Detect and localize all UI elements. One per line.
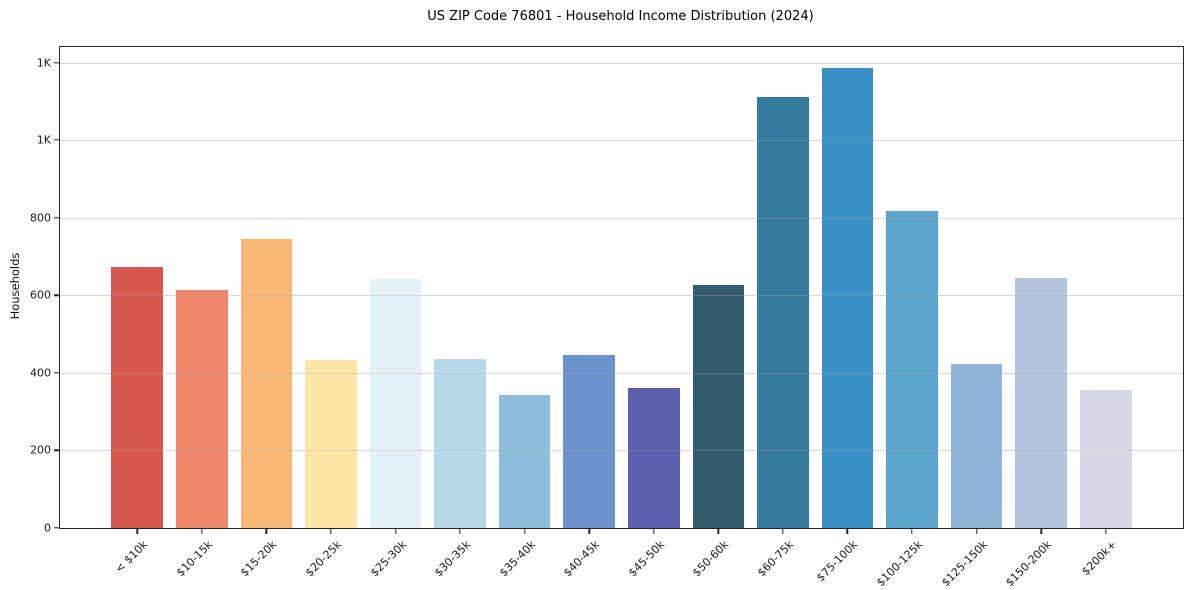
x-tick-mark — [911, 529, 913, 534]
x-tick-mark — [201, 529, 203, 534]
bar-slot — [363, 47, 428, 528]
bar — [498, 395, 551, 528]
bar — [950, 363, 1003, 528]
plot-area: 0 200 400 600 800 1K 1K < $10k $10-15k $15-20k $2… — [30, 46, 1184, 589]
y-tick-label: 600 — [30, 288, 51, 302]
x-tick-label: $45-50k — [625, 538, 667, 580]
y-tick-label: 1K — [36, 133, 51, 147]
bar — [111, 267, 164, 528]
bar-slot — [1009, 47, 1074, 528]
y-tick-label: 800 — [30, 211, 51, 225]
y-axis-label: Households — [8, 252, 22, 320]
x-tick-mark — [782, 529, 784, 534]
bar-slot — [686, 47, 751, 528]
bar-slot — [622, 47, 687, 528]
y-tick-label: 0 — [44, 521, 51, 535]
bar — [821, 67, 874, 528]
bar — [1079, 390, 1132, 528]
bars-layer — [60, 47, 1183, 528]
y-tick-label: 200 — [30, 443, 51, 457]
x-tick-mark — [653, 529, 655, 534]
x-tick-mark — [717, 529, 720, 534]
gridline-overlay — [60, 217, 1183, 219]
bar — [369, 279, 422, 528]
bar — [627, 387, 680, 528]
x-tick-label: $60-75k — [754, 538, 797, 580]
bar — [1015, 278, 1067, 528]
x-tick-mark — [1105, 529, 1107, 534]
bar — [692, 285, 745, 528]
y-tick-label: 1K — [36, 56, 51, 70]
y-tick-mark — [54, 294, 59, 296]
bar-slot — [234, 47, 299, 528]
x-tick-label: $30-35k — [432, 538, 474, 580]
bar-slot — [815, 47, 880, 528]
bar-slot — [492, 47, 557, 528]
x-tick-label: $125-150k — [938, 538, 990, 590]
x-tick-mark — [846, 529, 849, 534]
x-tick-label: $75-100k — [814, 538, 861, 585]
y-tick-mark — [54, 527, 59, 529]
bar-slot — [105, 47, 170, 528]
x-tick-label: $10-15k — [173, 538, 216, 580]
y-tick-mark — [54, 372, 59, 374]
x-tick-label: $25-30k — [367, 538, 409, 580]
gridline-overlay — [60, 62, 1183, 64]
x-tick-label: $100-125k — [874, 538, 926, 590]
bar — [176, 290, 228, 528]
bar — [757, 96, 809, 528]
gridline — [60, 295, 1183, 297]
gridline — [60, 140, 1183, 142]
bar-slot — [428, 47, 493, 528]
x-tick-label: $35-40k — [496, 538, 538, 580]
x-tick-label: $20-25k — [302, 538, 345, 580]
x-tick-mark — [523, 529, 526, 534]
y-tick-mark — [54, 61, 59, 64]
gridline-overlay — [60, 295, 1183, 297]
x-tick-mark — [1040, 529, 1042, 534]
gridline — [60, 62, 1183, 64]
bar-slot — [299, 47, 364, 528]
bar-slot — [557, 47, 622, 528]
gridline — [60, 372, 1183, 374]
x-tick-mark — [136, 529, 138, 534]
bar — [434, 359, 486, 528]
bar-slot — [944, 47, 1009, 528]
x-tick-mark — [330, 529, 332, 534]
y-tick-mark — [54, 139, 59, 141]
gridline-overlay — [60, 140, 1183, 142]
chart-title: US ZIP Code 76801 - Household Income Dis… — [427, 9, 814, 24]
bar — [305, 360, 357, 528]
bar — [563, 354, 616, 528]
bar-slot — [170, 47, 235, 528]
bar — [240, 239, 293, 528]
y-tick-mark — [54, 449, 59, 452]
y-tick-label: 400 — [30, 366, 51, 380]
x-tick-label: $40-45k — [561, 538, 603, 580]
x-tick-mark — [588, 529, 590, 534]
gridline — [60, 450, 1183, 452]
x-tick-label: < $10k — [112, 538, 151, 576]
gridline-overlay — [60, 450, 1183, 452]
x-tick-mark — [394, 529, 397, 534]
x-tick-label: $50-60k — [690, 538, 732, 580]
bar — [886, 210, 938, 528]
y-tick-mark — [54, 216, 59, 219]
x-tick-label: $15-20k — [238, 538, 280, 580]
bar-slot — [1073, 47, 1138, 528]
bar-slot — [880, 47, 945, 528]
x-tick-mark — [975, 529, 978, 534]
x-tick-label: $200k+ — [1078, 538, 1119, 579]
gridline — [60, 217, 1183, 219]
x-tick-mark — [265, 529, 268, 534]
x-tick-mark — [459, 529, 461, 534]
bar-slot — [751, 47, 816, 528]
gridline-overlay — [60, 372, 1183, 374]
x-tick-label: $150-200k — [1003, 538, 1055, 590]
